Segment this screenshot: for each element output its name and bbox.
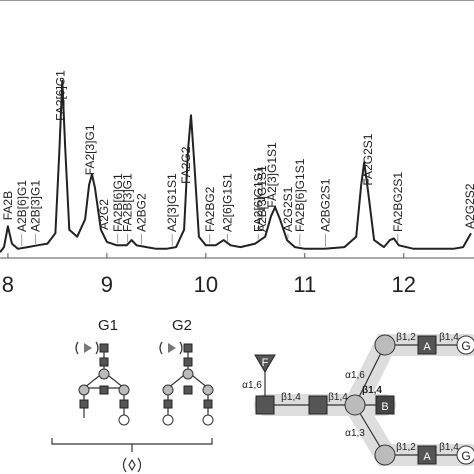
peak-label: FA2BG2	[203, 186, 217, 232]
linkage: α1,6	[345, 370, 365, 381]
linkage: β1,2	[396, 442, 416, 453]
fucose: F	[262, 357, 269, 369]
peak-label: FA2BG2S1	[391, 172, 405, 232]
glycan-structure: F B A A G G α1,6 β1,4 β1,4 β1,4 α1,6 α1,…	[242, 332, 474, 466]
linkage: β1,4	[439, 442, 459, 453]
x-tick-label: 11	[293, 272, 316, 297]
peak-label: FA2B	[1, 191, 15, 220]
linkage: β1,4	[328, 392, 348, 403]
antenna: A	[423, 341, 431, 353]
x-tick-label: 10	[194, 272, 218, 297]
linkage: β1,2	[396, 332, 416, 343]
peak-label: A2G2S2	[463, 183, 474, 229]
x-tick-label: 8	[2, 272, 14, 297]
g2-tree	[159, 341, 214, 426]
linkage: β1,4	[362, 385, 382, 396]
peak-label: A2BG2	[135, 193, 149, 232]
g1-tree	[75, 341, 130, 426]
peak-label: FA2B[6]G1	[111, 173, 125, 232]
peak-label: FA2[6]G1S1	[251, 166, 265, 232]
galactose: G	[461, 449, 470, 463]
chromatogram: 8 9 10 11 12 FA2B A2B[6]G1 A2B[3]G1 FA2[6]G1 FA2[…	[0, 70, 474, 297]
peak-label: A2BG2S1	[319, 178, 333, 232]
peak-label: FA2B[3]G1	[121, 173, 135, 232]
peak-label: A2G2	[97, 199, 111, 230]
x-tick-label: 9	[101, 272, 113, 297]
glycan-g1-g2: G1 G2	[51, 317, 214, 473]
linkage: β1,4	[439, 332, 459, 343]
g2-label: G2	[172, 317, 192, 334]
bisect: B	[381, 401, 388, 413]
linkage: β1,4	[281, 392, 301, 403]
peak-label: FA2B[6]G1S1	[293, 158, 307, 232]
linkage: α1,6	[242, 380, 262, 391]
trace	[0, 79, 472, 253]
peak-label: A2B[6]G1	[15, 180, 29, 232]
peak-label: A2B[3]G1S1	[255, 165, 269, 232]
peak-label: FA2[3]G1S1	[265, 142, 279, 208]
linkage: α1,3	[345, 428, 365, 439]
peak-label: A2[3]G1S1	[165, 173, 179, 232]
peak-label: A2B[3]G1	[29, 180, 43, 232]
peak-label: FA2[3]G1	[83, 124, 97, 175]
peak-label: FA2G2	[179, 146, 193, 184]
peak-label: FA2G2S1	[361, 133, 375, 185]
g1-label: G1	[98, 317, 118, 334]
x-tick-label: 12	[391, 272, 415, 297]
peak-label: FA2[6]G1	[53, 70, 67, 121]
antenna: A	[423, 451, 431, 463]
galactose: G	[461, 339, 470, 353]
peak-label: A2[6]G1S1	[221, 173, 235, 232]
bracket	[51, 438, 213, 452]
peak-label: A2G2S1	[281, 186, 295, 232]
bisect-symbol	[122, 457, 142, 473]
